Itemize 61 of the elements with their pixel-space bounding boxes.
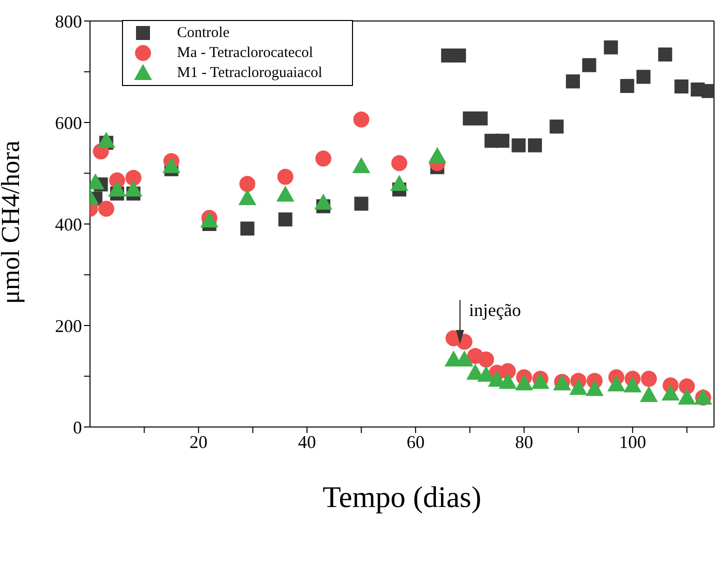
- point: [98, 200, 114, 217]
- point: [678, 388, 696, 405]
- x-tick-label: 40: [298, 432, 316, 452]
- point: [586, 380, 604, 396]
- point: [276, 186, 294, 202]
- y-axis-title: μmol CH4/hora: [0, 140, 26, 304]
- point: [569, 378, 588, 395]
- point: [108, 180, 126, 196]
- point: [240, 222, 254, 236]
- point: [353, 111, 370, 128]
- point: [124, 180, 142, 196]
- point: [495, 134, 510, 148]
- point: [314, 194, 332, 210]
- point: [125, 170, 142, 186]
- point: [566, 74, 580, 88]
- x-tick-label: 60: [406, 432, 425, 452]
- point: [391, 155, 408, 172]
- point: [640, 386, 658, 402]
- point: [352, 157, 370, 174]
- legend-label: Controle: [177, 24, 230, 42]
- point: [640, 370, 657, 387]
- point: [620, 78, 634, 93]
- point: [498, 372, 517, 389]
- point: [528, 138, 542, 152]
- point: [354, 196, 368, 211]
- point: [624, 376, 642, 392]
- y-tick-label: 400: [55, 214, 82, 234]
- y-tick-label: 600: [55, 112, 82, 133]
- point: [515, 374, 534, 390]
- point: [277, 168, 294, 185]
- point: [512, 138, 526, 152]
- y-tick-label: 0: [73, 417, 82, 438]
- x-tick-label: 80: [515, 432, 534, 452]
- point: [550, 120, 564, 134]
- point: [428, 146, 446, 163]
- point: [162, 157, 180, 174]
- point: [238, 189, 256, 206]
- point: [658, 47, 672, 62]
- point: [636, 70, 650, 84]
- point: [239, 176, 256, 192]
- point: [604, 40, 618, 54]
- legend-label: M1 - Tetracloroguaiacol: [177, 64, 322, 82]
- point: [582, 58, 596, 72]
- point: [474, 111, 488, 126]
- point: [678, 378, 695, 394]
- point: [662, 384, 680, 401]
- x-axis-title: Tempo (dias): [322, 481, 482, 514]
- point: [278, 212, 292, 226]
- point: [500, 363, 516, 380]
- legend-label: Ma - Tetraclorocatecol: [177, 44, 314, 62]
- point: [390, 174, 408, 191]
- y-tick-label: 800: [55, 11, 82, 32]
- point: [607, 375, 626, 392]
- x-tick-label: 20: [190, 432, 208, 452]
- annotation: injeção: [469, 300, 521, 320]
- x-tick-label: 100: [619, 432, 646, 452]
- y-tick-label: 200: [55, 316, 82, 336]
- point: [478, 352, 494, 368]
- point: [674, 79, 688, 94]
- point: [97, 132, 116, 148]
- point: [315, 150, 332, 167]
